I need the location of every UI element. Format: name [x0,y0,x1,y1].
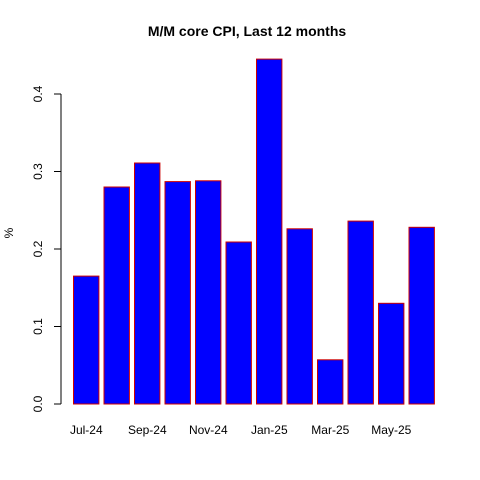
y-tick-label: 0.2 [31,240,45,257]
bars-group [73,58,435,405]
x-tick-label: Jul-24 [70,423,103,437]
y-tick-label: 0.3 [31,163,45,180]
x-tick-label: Nov-24 [189,423,228,437]
x-tick-label: Jan-25 [251,423,288,437]
bar-May-25 [378,302,405,405]
bar-Sep-24 [134,162,161,405]
bar-Oct-24 [164,181,191,405]
bar-Jun-25 [408,226,435,405]
y-tick-label: 0.1 [31,318,45,335]
x-tick-label: May-25 [371,423,411,437]
bar-Mar-25 [317,359,344,405]
x-tick-label: Mar-25 [311,423,349,437]
bar-Aug-24 [103,186,130,405]
y-tick-label: 0.0 [31,395,45,412]
bar-Jul-24 [73,275,100,405]
y-axis: 0.0 0.1 0.2 0.3 0.4 [31,85,62,412]
y-tick-label: 0.4 [31,85,45,102]
bar-Apr-25 [347,220,374,405]
bar-Dec-24 [225,241,252,405]
bar-Jan-25 [256,58,283,405]
x-axis-labels: Jul-24 Sep-24 Nov-24 Jan-25 Mar-25 May-25 [70,423,412,437]
x-tick-label: Sep-24 [128,423,167,437]
bar-Nov-24 [195,180,222,405]
y-axis-label: % [2,227,16,238]
chart-title: M/M core CPI, Last 12 months [148,23,347,39]
bar-Feb-25 [286,228,313,405]
